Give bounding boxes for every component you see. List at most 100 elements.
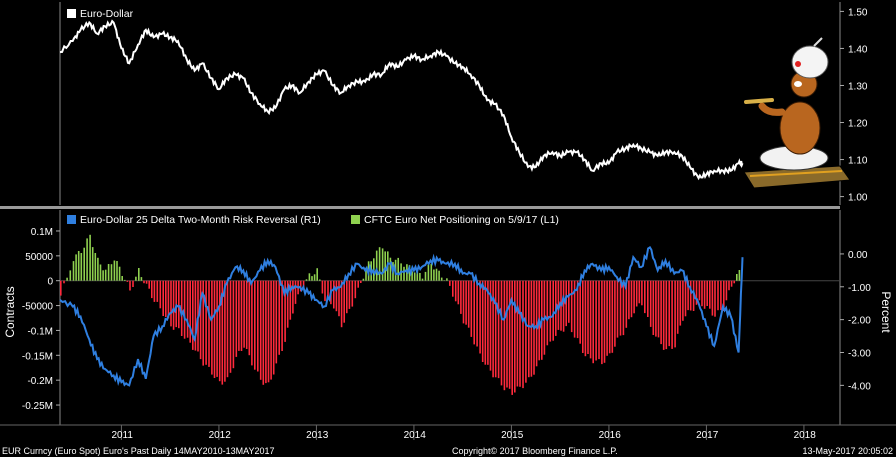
cftc-bar [208,280,210,367]
cftc-bar [77,251,80,281]
left-ytick-label: -0.2M [27,376,53,387]
cftc-bar [63,280,65,284]
cftc-bar [733,280,735,284]
cftc-bar [248,280,251,356]
footer-source-text: EUR Curncy (Euro Spot) Euro's Past Daily… [2,446,275,456]
cftc-bar [205,280,207,365]
cftc-bar [652,280,655,335]
cftc-bar [714,280,716,317]
x-tick-label: 2011 [111,430,133,441]
cftc-bar [254,280,256,370]
cftc-bar [86,238,88,281]
cftc-bar [657,280,660,338]
cftc-bar [616,280,619,338]
cftc-bar [375,250,378,281]
cftc-bar [514,280,516,393]
cftc-bar [192,280,194,350]
cftc-bar [487,280,489,365]
left-ytick-label: 0 [47,277,53,288]
cftc-bar [183,280,186,339]
cftc-bar [701,280,703,307]
x-axis: 2011 2012 2013 2014 2015 2016 2017 2018 [0,424,896,441]
cftc-bar [522,280,524,389]
cftc-bar [299,280,302,292]
cftc-bar [66,277,68,281]
cftc-bar [211,280,213,375]
genie-illustration [743,37,851,189]
cftc-bar [327,280,329,300]
flute [744,98,774,104]
cftc-bar [484,280,487,365]
cftc-bar [346,280,348,314]
right-ytick-label: 0.00 [848,250,868,261]
cftc-bar [292,280,294,314]
cftc-bar [397,257,399,281]
left-ytick-label: -0.15M [22,351,53,362]
legend-swatch-cftc [351,215,360,224]
left-axis-ticks: 0.1M 50000 0 -50000 -0.1M -0.15M -0.2M -0.25M [22,227,60,412]
top-ytick-label: 1.30 [848,81,868,92]
cftc-bar [582,280,584,353]
cftc-bar [557,280,560,330]
right-ytick-label: -3.00 [848,349,871,360]
cftc-bar [695,280,698,305]
cftc-bar [516,280,519,387]
footer-timestamp: 13-May-2017 20:05:02 [802,446,893,456]
cftc-bar [162,280,164,316]
cftc-bar [167,280,170,319]
cftc-bar [668,280,670,347]
cftc-bar [118,266,121,281]
cftc-bar [384,251,386,281]
cftc-bar [240,280,243,351]
cftc-bar [662,280,665,350]
cftc-bar [630,280,633,318]
x-tick-label: 2016 [599,430,622,441]
cftc-bar [508,280,511,389]
cftc-bar [83,247,85,281]
cftc-bar [589,280,592,359]
cftc-bar [272,280,275,375]
cftc-bar [413,272,416,281]
x-tick-label: 2013 [306,430,329,441]
cftc-bar [104,269,107,281]
legend-swatch-euro-dollar [67,9,76,18]
cftc-bar [286,280,289,328]
right-ytick-label: -2.00 [848,316,871,327]
cftc-bar [235,280,238,357]
cftc-bar [457,280,460,305]
cftc-bar [89,234,91,281]
cftc-bar [467,280,470,328]
cftc-bar [267,280,270,383]
cftc-bar [159,280,162,309]
cftc-bar [460,280,462,314]
cftc-bar [226,280,229,378]
cftc-bar [649,280,652,327]
cftc-bar [674,280,676,348]
cftc-bar [738,270,741,281]
cftc-bar [573,280,576,338]
cftc-bar [243,280,245,348]
cftc-bar [202,280,204,366]
cftc-bar [506,280,508,388]
cftc-bar [689,280,692,311]
cftc-bar [156,280,159,302]
cftc-bar [135,276,137,281]
cftc-bar [608,280,611,354]
cftc-bar [687,280,689,311]
cftc-bar [319,279,321,281]
cftc-bar [614,280,616,347]
cftc-bar [549,280,552,342]
cftc-bar [717,280,719,311]
cftc-bar [189,280,191,343]
cftc-bar [494,280,497,378]
cftc-bar [601,280,603,365]
cftc-bar [124,279,126,281]
cftc-bar [736,274,738,281]
turban-jewel [795,61,801,67]
cftc-bar [684,280,687,317]
top-ytick-label: 1.10 [848,156,868,167]
cftc-bar [476,280,478,347]
left-ytick-label: 0.1M [31,227,53,238]
cftc-bar [671,280,673,349]
